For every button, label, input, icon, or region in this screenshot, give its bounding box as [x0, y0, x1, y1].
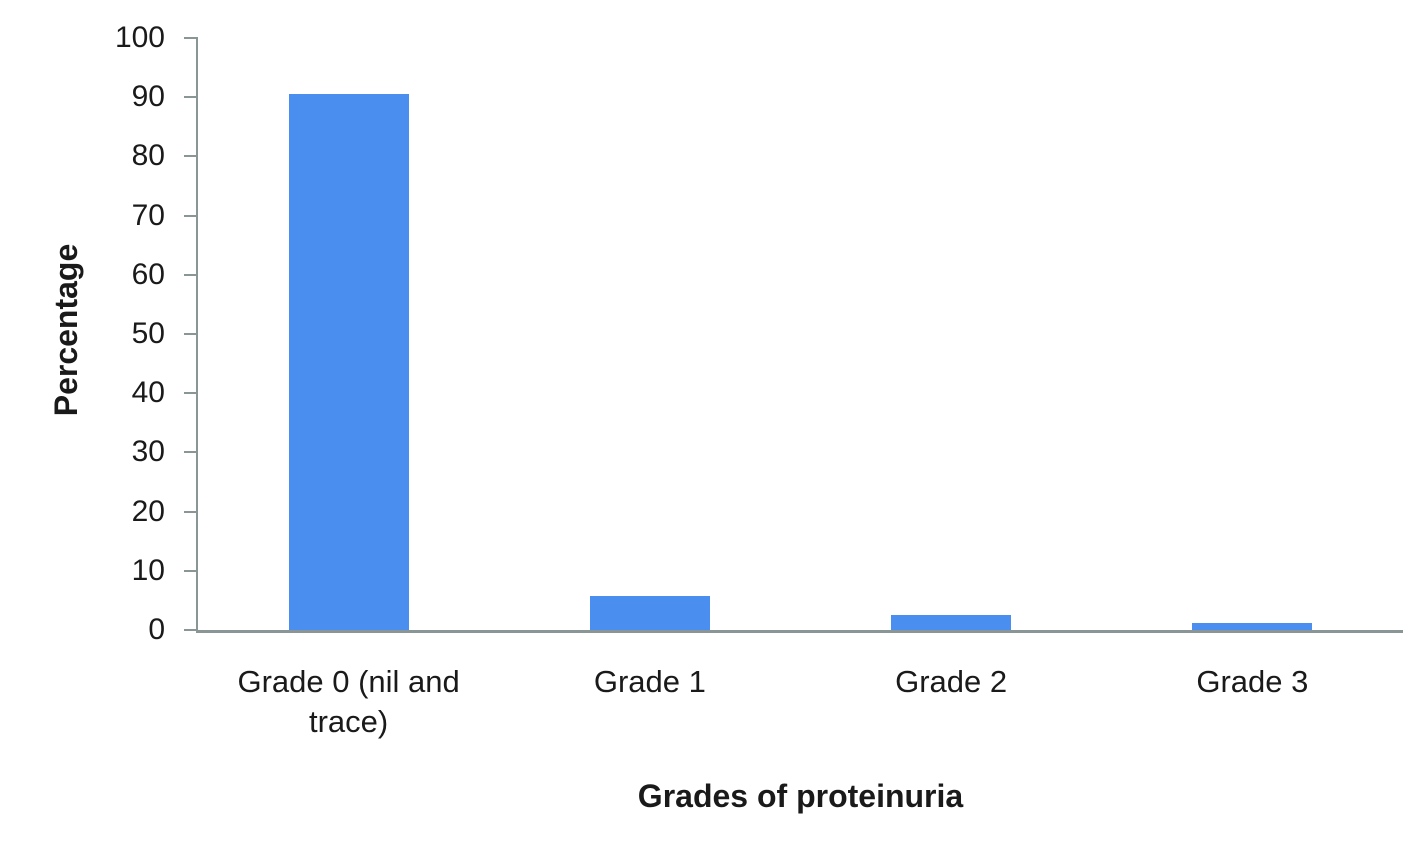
y-tick-label: 60 — [131, 257, 165, 291]
y-tick-label: 40 — [131, 376, 165, 410]
category-label: Grade 3 — [1196, 664, 1309, 699]
y-tick-mark — [184, 451, 198, 454]
y-tick-label: 90 — [131, 80, 165, 114]
y-tick-mark — [184, 37, 198, 39]
y-tick-label: 0 — [148, 613, 165, 646]
category-label: Grade 0 (nil and trace) — [237, 664, 460, 739]
y-tick-mark — [184, 214, 198, 217]
y-tick-label: 50 — [131, 317, 165, 350]
y-tick-label: 30 — [131, 435, 165, 469]
y-tick-mark — [184, 569, 198, 572]
y-tick-mark — [184, 392, 198, 395]
y-tick-mark — [184, 96, 198, 99]
y-tick-label: 100 — [114, 21, 165, 54]
x-axis-title: Grades of proteinuria — [637, 778, 964, 814]
y-axis-line — [196, 38, 198, 633]
y-tick-label: 20 — [131, 494, 165, 528]
category-label: Grade 2 — [895, 664, 1008, 699]
y-tick-label: 70 — [131, 198, 165, 232]
x-axis-line — [198, 630, 1403, 633]
bar — [891, 615, 1012, 630]
y-tick-mark — [184, 333, 198, 335]
y-tick-label: 80 — [131, 139, 165, 173]
y-tick-mark — [184, 273, 198, 276]
y-tick-mark — [184, 510, 198, 513]
y-tick-mark — [184, 629, 198, 631]
bar — [288, 94, 409, 630]
y-tick-label: 10 — [131, 553, 165, 587]
bar — [1192, 622, 1313, 630]
y-tick-mark — [184, 155, 198, 158]
bar — [589, 596, 710, 630]
category-label: Grade 1 — [593, 664, 706, 699]
